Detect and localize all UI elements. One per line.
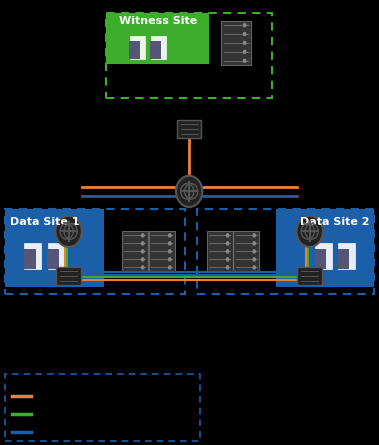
FancyBboxPatch shape xyxy=(298,267,322,285)
Circle shape xyxy=(226,241,230,246)
FancyBboxPatch shape xyxy=(320,262,326,269)
FancyBboxPatch shape xyxy=(155,47,161,54)
Circle shape xyxy=(243,40,246,45)
Circle shape xyxy=(243,32,246,36)
FancyBboxPatch shape xyxy=(47,262,53,269)
FancyBboxPatch shape xyxy=(338,262,344,269)
FancyBboxPatch shape xyxy=(24,249,30,256)
FancyBboxPatch shape xyxy=(30,255,36,263)
Circle shape xyxy=(141,265,144,270)
FancyBboxPatch shape xyxy=(106,13,209,64)
FancyBboxPatch shape xyxy=(53,249,59,256)
FancyBboxPatch shape xyxy=(48,243,64,269)
FancyBboxPatch shape xyxy=(233,231,260,271)
FancyBboxPatch shape xyxy=(129,41,135,48)
FancyBboxPatch shape xyxy=(177,120,201,138)
FancyBboxPatch shape xyxy=(24,262,30,269)
FancyBboxPatch shape xyxy=(150,53,156,60)
Circle shape xyxy=(141,233,144,238)
Circle shape xyxy=(168,241,172,246)
Circle shape xyxy=(252,241,256,246)
FancyBboxPatch shape xyxy=(320,255,326,263)
Circle shape xyxy=(168,265,172,270)
Circle shape xyxy=(168,233,172,238)
FancyBboxPatch shape xyxy=(315,249,321,256)
FancyBboxPatch shape xyxy=(221,20,251,65)
FancyBboxPatch shape xyxy=(30,249,36,256)
Circle shape xyxy=(55,216,82,247)
FancyBboxPatch shape xyxy=(129,53,135,60)
Circle shape xyxy=(168,257,172,262)
FancyBboxPatch shape xyxy=(24,255,30,263)
Circle shape xyxy=(296,216,323,247)
Circle shape xyxy=(176,176,202,207)
Circle shape xyxy=(243,58,246,63)
Circle shape xyxy=(226,249,230,254)
Circle shape xyxy=(252,249,256,254)
FancyBboxPatch shape xyxy=(150,41,156,48)
FancyBboxPatch shape xyxy=(122,231,148,271)
FancyBboxPatch shape xyxy=(320,249,326,256)
FancyBboxPatch shape xyxy=(315,243,332,269)
FancyBboxPatch shape xyxy=(315,255,321,263)
Text: Data Site 1: Data Site 1 xyxy=(9,217,79,227)
FancyBboxPatch shape xyxy=(149,231,175,271)
FancyBboxPatch shape xyxy=(315,262,321,269)
FancyBboxPatch shape xyxy=(134,47,140,54)
Circle shape xyxy=(252,257,256,262)
Circle shape xyxy=(226,257,230,262)
Circle shape xyxy=(226,265,230,270)
FancyBboxPatch shape xyxy=(338,243,355,269)
FancyBboxPatch shape xyxy=(338,255,344,263)
FancyBboxPatch shape xyxy=(150,47,156,54)
FancyBboxPatch shape xyxy=(155,41,161,48)
Circle shape xyxy=(168,249,172,254)
Circle shape xyxy=(252,265,256,270)
Circle shape xyxy=(141,257,144,262)
Circle shape xyxy=(252,233,256,238)
FancyBboxPatch shape xyxy=(343,255,349,263)
FancyBboxPatch shape xyxy=(56,267,81,285)
FancyBboxPatch shape xyxy=(343,262,349,269)
Circle shape xyxy=(226,233,230,238)
FancyBboxPatch shape xyxy=(53,262,59,269)
FancyBboxPatch shape xyxy=(25,243,41,269)
FancyBboxPatch shape xyxy=(343,249,349,256)
Circle shape xyxy=(243,49,246,54)
FancyBboxPatch shape xyxy=(207,231,233,271)
FancyBboxPatch shape xyxy=(276,209,374,287)
FancyBboxPatch shape xyxy=(155,53,161,60)
FancyBboxPatch shape xyxy=(53,255,59,263)
FancyBboxPatch shape xyxy=(47,249,53,256)
Text: Witness Site: Witness Site xyxy=(119,16,197,26)
Text: Data Site 2: Data Site 2 xyxy=(300,217,370,227)
FancyBboxPatch shape xyxy=(129,47,135,54)
Circle shape xyxy=(141,241,144,246)
FancyBboxPatch shape xyxy=(151,36,166,59)
FancyBboxPatch shape xyxy=(47,255,53,263)
FancyBboxPatch shape xyxy=(130,36,145,59)
FancyBboxPatch shape xyxy=(5,209,104,287)
FancyBboxPatch shape xyxy=(338,249,344,256)
Circle shape xyxy=(243,23,246,28)
FancyBboxPatch shape xyxy=(134,53,140,60)
Circle shape xyxy=(141,249,144,254)
FancyBboxPatch shape xyxy=(30,262,36,269)
FancyBboxPatch shape xyxy=(134,41,140,48)
